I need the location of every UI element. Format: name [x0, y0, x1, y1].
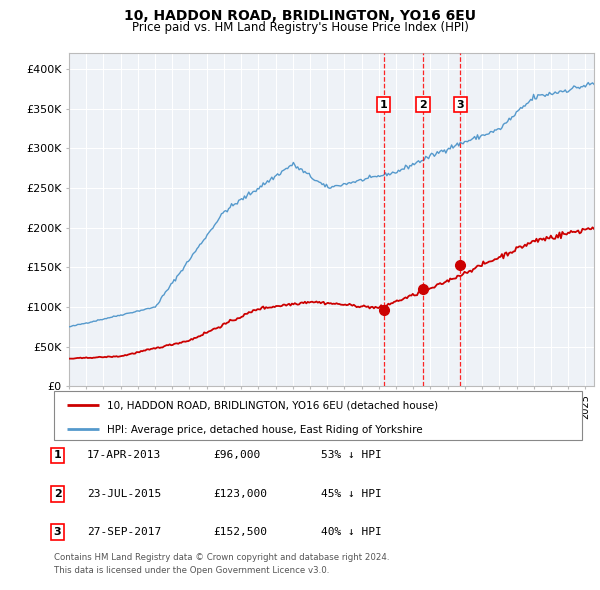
Text: 2: 2 [54, 489, 61, 499]
Text: 1: 1 [380, 100, 388, 110]
Text: This data is licensed under the Open Government Licence v3.0.: This data is licensed under the Open Gov… [54, 566, 329, 575]
Text: Price paid vs. HM Land Registry's House Price Index (HPI): Price paid vs. HM Land Registry's House … [131, 21, 469, 34]
Text: 23-JUL-2015: 23-JUL-2015 [87, 489, 161, 499]
Text: Contains HM Land Registry data © Crown copyright and database right 2024.: Contains HM Land Registry data © Crown c… [54, 553, 389, 562]
Text: 27-SEP-2017: 27-SEP-2017 [87, 527, 161, 537]
Text: 10, HADDON ROAD, BRIDLINGTON, YO16 6EU: 10, HADDON ROAD, BRIDLINGTON, YO16 6EU [124, 9, 476, 23]
Text: HPI: Average price, detached house, East Riding of Yorkshire: HPI: Average price, detached house, East… [107, 425, 422, 435]
Text: £152,500: £152,500 [213, 527, 267, 537]
Text: 3: 3 [54, 527, 61, 537]
FancyBboxPatch shape [54, 391, 582, 440]
Text: 1: 1 [54, 451, 61, 460]
Text: 3: 3 [457, 100, 464, 110]
Text: 45% ↓ HPI: 45% ↓ HPI [321, 489, 382, 499]
Text: 53% ↓ HPI: 53% ↓ HPI [321, 451, 382, 460]
Text: £123,000: £123,000 [213, 489, 267, 499]
Text: 17-APR-2013: 17-APR-2013 [87, 451, 161, 460]
Text: £96,000: £96,000 [213, 451, 260, 460]
Text: 2: 2 [419, 100, 427, 110]
Text: 40% ↓ HPI: 40% ↓ HPI [321, 527, 382, 537]
Text: 10, HADDON ROAD, BRIDLINGTON, YO16 6EU (detached house): 10, HADDON ROAD, BRIDLINGTON, YO16 6EU (… [107, 401, 438, 411]
